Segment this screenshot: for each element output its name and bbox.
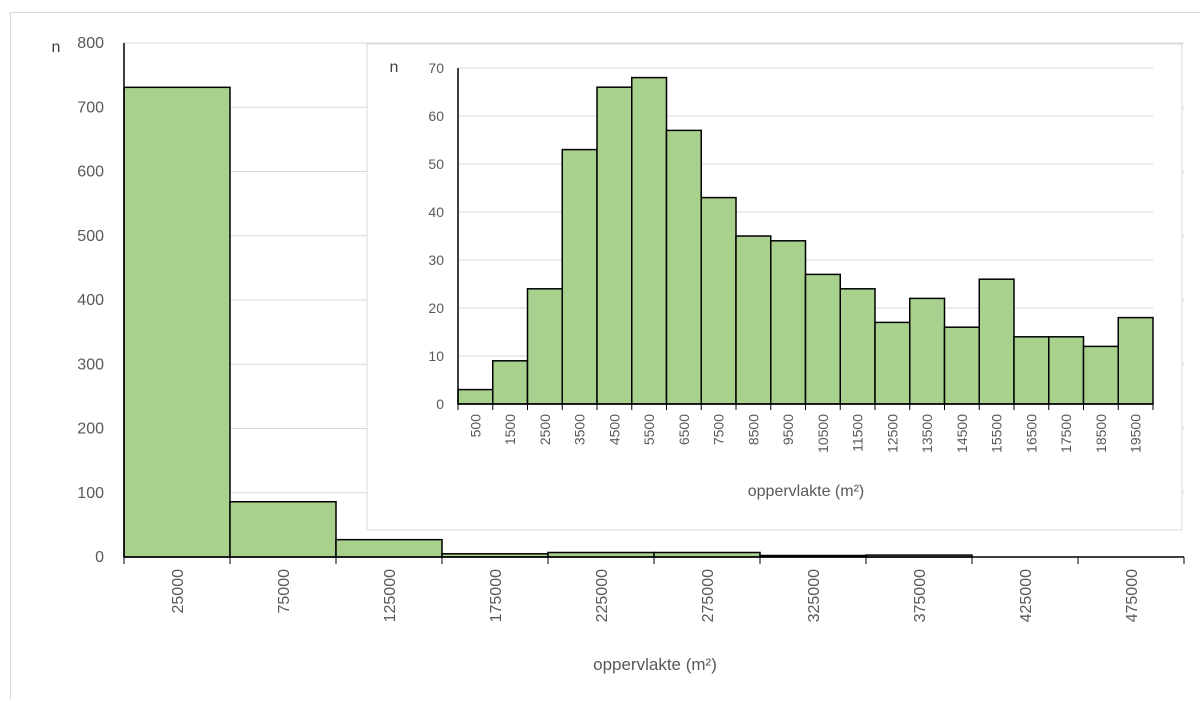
x-tick-label: 12500 <box>884 414 900 453</box>
y-tick-label: 60 <box>428 108 444 124</box>
y-tick-label: 10 <box>428 348 444 364</box>
main-bars <box>123 86 973 558</box>
x-tick-label: 18500 <box>1093 414 1109 453</box>
bar <box>909 297 946 405</box>
x-tick-label: 8500 <box>745 414 761 445</box>
x-tick-label: 500 <box>467 414 483 438</box>
y-tick-label: 50 <box>428 156 444 172</box>
bar <box>735 235 772 405</box>
x-tick-label: 11500 <box>850 414 866 452</box>
bar <box>1117 316 1154 405</box>
y-tick-label: 100 <box>77 485 104 502</box>
bar <box>596 86 633 405</box>
y-tick-label: 600 <box>77 164 104 181</box>
x-tick-label: 175000 <box>488 569 505 622</box>
x-tick-label: 13500 <box>919 414 935 453</box>
y-tick-label: 800 <box>77 35 104 52</box>
x-tick-label: 25000 <box>170 569 187 614</box>
y-tick-label: 300 <box>77 356 104 373</box>
x-tick-label: 3500 <box>572 414 588 445</box>
bar <box>665 129 702 405</box>
y-tick-label: 40 <box>428 204 444 220</box>
y-tick-label: 200 <box>77 421 104 438</box>
bar <box>457 388 494 405</box>
x-tick-label: 325000 <box>806 569 823 622</box>
x-tick-label: 5500 <box>641 414 657 445</box>
y-tick-label: 0 <box>436 396 444 412</box>
bar <box>1082 345 1119 405</box>
y-tick-label: 70 <box>428 60 444 76</box>
chart-frame <box>10 12 1200 700</box>
x-tick-label: 2500 <box>537 414 553 445</box>
bar <box>492 360 529 405</box>
x-tick-label: 16500 <box>1023 414 1039 453</box>
inset-axes: 0 10 20 30 40 50 60 70 500 1500 2500 3500 4500 5500 65… <box>428 60 1154 453</box>
y-tick-label: 500 <box>77 228 104 245</box>
bar <box>839 288 876 405</box>
main-y-axis-label: n <box>52 39 61 56</box>
bar <box>335 538 443 558</box>
bar <box>943 326 980 405</box>
x-tick-label: 14500 <box>954 414 970 453</box>
y-tick-label: 0 <box>95 549 104 566</box>
bar <box>1048 336 1085 405</box>
x-tick-label: 425000 <box>1018 569 1035 622</box>
bar <box>978 278 1015 405</box>
bar <box>804 273 841 405</box>
y-tick-label: 30 <box>428 252 444 268</box>
x-tick-label: 75000 <box>276 569 293 614</box>
bar <box>1013 336 1050 405</box>
bar <box>770 240 807 405</box>
x-tick-label: 475000 <box>1124 569 1141 622</box>
bar <box>123 86 231 558</box>
x-tick-label: 15500 <box>989 414 1005 453</box>
inset-bars <box>457 76 1154 405</box>
inset-y-axis-label: n <box>390 59 399 76</box>
x-tick-label: 375000 <box>912 569 929 622</box>
x-tick-label: 10500 <box>815 414 831 453</box>
bar <box>561 148 598 405</box>
x-tick-label: 6500 <box>676 414 692 445</box>
inset-x-axis-label: oppervlakte (m²) <box>748 483 864 500</box>
x-tick-label: 225000 <box>594 569 611 622</box>
x-tick-label: 17500 <box>1058 414 1074 453</box>
bar <box>700 196 737 405</box>
bar <box>526 288 563 405</box>
y-tick-label: 700 <box>77 99 104 116</box>
main-x-axis-label: oppervlakte (m²) <box>593 655 717 674</box>
x-tick-label: 19500 <box>1128 414 1144 453</box>
x-tick-label: 4500 <box>606 414 622 445</box>
bar <box>631 76 668 405</box>
x-tick-label: 125000 <box>382 569 399 622</box>
x-tick-label: 275000 <box>700 569 717 622</box>
bar <box>229 500 337 558</box>
x-tick-label: 9500 <box>780 414 796 445</box>
y-tick-label: 400 <box>77 292 104 309</box>
y-tick-label: 20 <box>428 300 444 316</box>
bar <box>874 321 911 405</box>
x-tick-label: 1500 <box>502 414 518 445</box>
x-tick-label: 7500 <box>711 414 727 445</box>
